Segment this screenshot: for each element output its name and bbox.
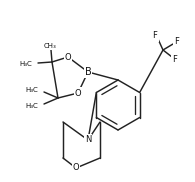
Text: O: O	[73, 163, 79, 173]
Text: F: F	[152, 31, 157, 41]
Text: F: F	[175, 37, 179, 46]
Text: O: O	[75, 88, 81, 98]
Text: H₃C: H₃C	[25, 103, 38, 109]
Text: F: F	[173, 56, 177, 64]
Text: CH₃: CH₃	[44, 43, 56, 49]
Text: B: B	[85, 67, 91, 77]
Text: N: N	[85, 136, 91, 145]
Text: H₃C: H₃C	[25, 87, 38, 93]
Text: H₃C: H₃C	[19, 61, 32, 67]
Text: O: O	[65, 52, 71, 62]
